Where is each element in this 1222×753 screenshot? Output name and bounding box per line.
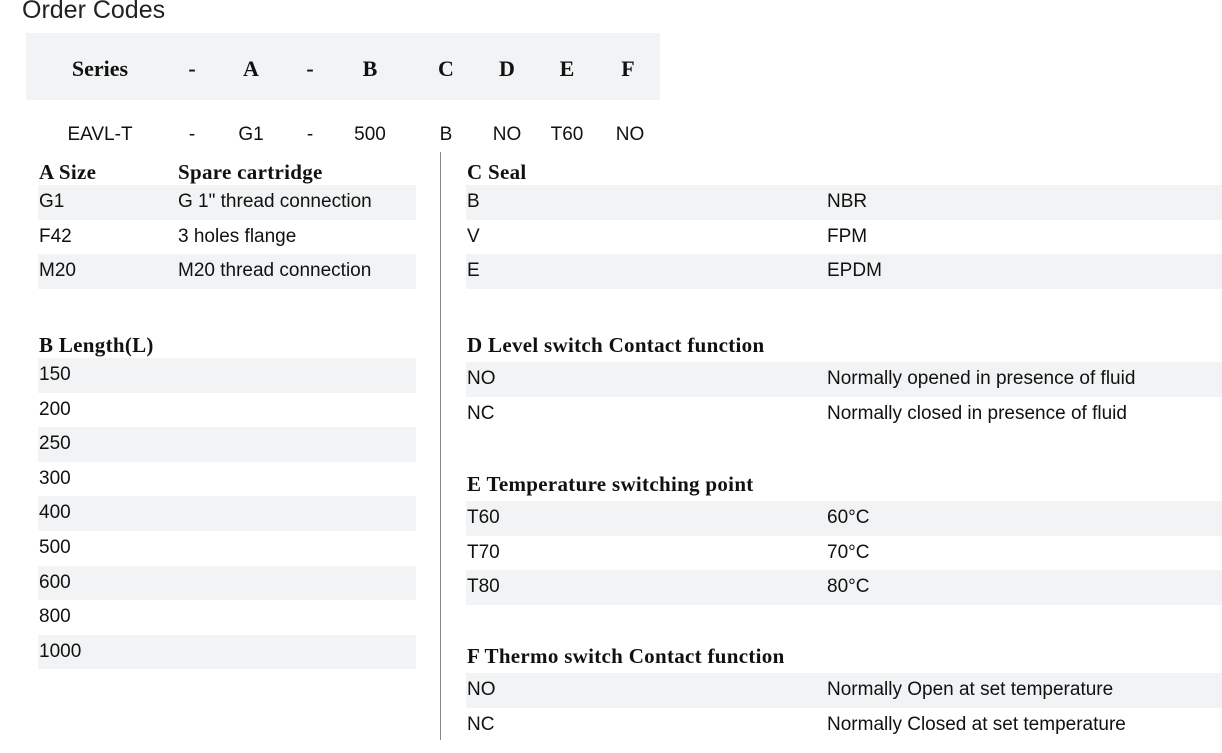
code-example-cell: -	[306, 124, 314, 145]
table-row: 1000	[38, 634, 416, 670]
option-description: 80°C	[827, 576, 870, 598]
section-title-c: C Seal	[467, 160, 527, 184]
code-header-cell: E	[559, 56, 575, 81]
option-description: Normally Closed at set temperature	[827, 713, 1126, 735]
code-header-cell: -	[188, 56, 196, 81]
column-divider	[440, 152, 441, 740]
code-header-cell: F	[621, 56, 635, 81]
option-code: M20	[39, 260, 76, 282]
section-title-e: E Temperature switching point	[467, 472, 754, 496]
code-header-cell: C	[438, 56, 454, 81]
code-header-cell: B	[362, 56, 378, 81]
code-example-cell: B	[439, 124, 453, 145]
option-code: 400	[39, 502, 71, 524]
table-row: 400	[38, 496, 416, 531]
section-title-d: D Level switch Contact function	[467, 333, 765, 357]
code-example-cell: NO	[492, 124, 522, 145]
table-row: E EPDM	[466, 254, 1222, 289]
option-code: 200	[39, 398, 71, 420]
table-row: NO Normally opened in presence of fluid	[466, 362, 1222, 397]
table-row: T60 60°C	[466, 501, 1222, 536]
table-row: B NBR	[466, 185, 1222, 220]
option-code: T60	[467, 507, 500, 528]
option-code: NO	[467, 368, 496, 389]
table-row: 600	[38, 565, 416, 601]
table-row: 150	[38, 358, 416, 393]
table-row: T70 70°C	[466, 536, 1222, 571]
section-title-b: B Length(L)	[39, 333, 154, 357]
code-header-cell: D	[499, 56, 515, 81]
option-description: 60°C	[827, 507, 870, 528]
section-subtitle-a: Spare cartridge	[178, 160, 323, 184]
code-example-cell: EAVL-T	[67, 124, 133, 145]
code-header-cell: Series	[71, 56, 129, 81]
option-code: 600	[39, 571, 71, 593]
code-header-band	[26, 33, 660, 100]
option-description: Normally Open at set temperature	[827, 679, 1114, 700]
option-code: E	[467, 260, 480, 282]
code-example-cell: -	[188, 124, 196, 145]
option-description: EPDM	[827, 260, 882, 282]
table-row: 250	[38, 427, 416, 462]
option-description: NBR	[827, 191, 868, 212]
table-row: M20 M20 thread connection	[38, 254, 416, 289]
code-example-cell: 500	[354, 124, 386, 145]
option-code: V	[467, 225, 480, 247]
option-code: G1	[39, 191, 65, 212]
table-row: 800	[38, 600, 416, 635]
option-code: 800	[39, 606, 71, 628]
table-row: NC Normally Closed at set temperature	[466, 708, 1222, 743]
option-code: 500	[39, 537, 71, 558]
option-description: Normally opened in presence of fluid	[827, 368, 1136, 389]
page-title: Order Codes	[22, 0, 166, 24]
option-code: 250	[39, 433, 71, 455]
option-code: T80	[467, 576, 500, 598]
section-title-a: A Size	[39, 160, 97, 184]
table-row: NC Normally closed in presence of fluid	[466, 397, 1222, 432]
option-code: F42	[39, 225, 72, 247]
option-description: Normally closed in presence of fluid	[827, 402, 1127, 424]
option-description: M20 thread connection	[178, 260, 372, 282]
code-example-cell: NO	[615, 124, 645, 145]
option-code: T70	[467, 541, 500, 563]
table-row: NO Normally Open at set temperature	[466, 673, 1222, 708]
section-title-f: F Thermo switch Contact function	[467, 644, 785, 668]
option-code: B	[467, 191, 480, 212]
code-example-cell: T60	[550, 124, 584, 145]
code-header-cell: A	[243, 56, 259, 81]
table-row: T80 80°C	[466, 570, 1222, 605]
table-row: F42 3 holes flange	[38, 220, 416, 255]
option-description: 70°C	[827, 541, 870, 563]
option-code: 300	[39, 467, 71, 489]
option-code: 150	[39, 364, 71, 385]
option-code: NC	[467, 402, 495, 424]
option-description: FPM	[827, 225, 868, 247]
option-code: 1000	[39, 640, 82, 662]
option-description: G 1" thread connection	[178, 191, 372, 212]
code-header-cell: -	[306, 56, 314, 81]
table-row: V FPM	[466, 220, 1222, 255]
table-row: G1 G 1" thread connection	[38, 185, 416, 220]
table-row: 200	[38, 393, 416, 428]
table-row: 300	[38, 462, 416, 497]
option-code: NO	[467, 679, 496, 700]
option-description: 3 holes flange	[178, 225, 297, 247]
table-row: 500	[38, 531, 416, 566]
option-code: NC	[467, 713, 495, 735]
code-example-cell: G1	[238, 124, 264, 145]
